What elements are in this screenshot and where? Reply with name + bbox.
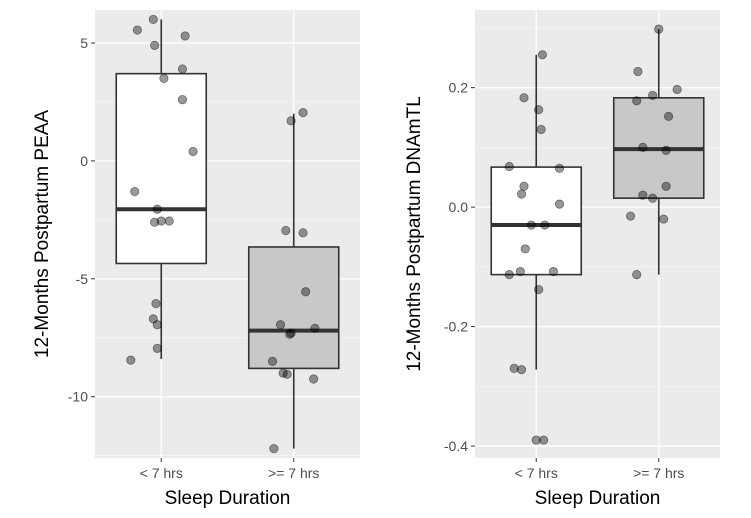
data-point — [504, 270, 514, 280]
box-iqr — [247, 246, 340, 370]
x-tick-label: < 7 hrs — [140, 465, 183, 481]
data-point — [625, 211, 636, 221]
y-tick-label: 0.0 — [449, 199, 469, 215]
data-point — [534, 284, 544, 295]
data-point — [285, 329, 295, 339]
data-point — [654, 24, 664, 34]
data-point — [269, 443, 279, 454]
data-point — [554, 163, 565, 173]
data-point — [278, 368, 288, 378]
data-point — [275, 320, 286, 330]
y-tick-label: 5 — [80, 35, 88, 51]
box-group-1 — [115, 19, 208, 359]
data-point — [554, 199, 565, 209]
x-tick-label: >= 7 hrs — [268, 465, 319, 481]
data-point — [540, 220, 550, 230]
data-point — [132, 25, 142, 35]
data-point — [509, 363, 519, 373]
data-point — [152, 320, 162, 330]
data-point — [281, 225, 291, 236]
data-point — [152, 343, 162, 353]
data-point — [267, 356, 278, 366]
data-point — [504, 161, 514, 172]
data-point — [301, 287, 311, 297]
data-point — [177, 64, 188, 74]
box-iqr — [115, 72, 208, 265]
data-point — [672, 84, 682, 95]
data-point — [180, 31, 190, 41]
data-point — [661, 181, 671, 191]
y-axis-title: 12-Months Postpartum PEAA — [32, 110, 53, 358]
data-point — [298, 228, 308, 238]
x-axis-title: Sleep Duration — [165, 488, 291, 509]
data-point — [632, 270, 642, 280]
data-point — [648, 193, 658, 203]
data-point — [548, 267, 559, 277]
y-tick-label: -5 — [76, 271, 89, 287]
data-point — [516, 189, 527, 199]
data-point — [534, 105, 544, 115]
data-point — [150, 217, 160, 227]
box-group-2 — [247, 113, 340, 449]
data-point — [638, 142, 648, 152]
y-axis-title: 12-Months Postpartum DNAmTL — [404, 96, 425, 372]
data-point — [632, 96, 642, 106]
y-tick-label: -0.4 — [444, 438, 468, 454]
y-tick-label: 0.2 — [449, 80, 469, 96]
data-point — [661, 145, 671, 155]
data-point — [126, 355, 136, 365]
box-iqr — [490, 166, 583, 276]
data-point — [151, 298, 161, 309]
data-point — [152, 204, 162, 214]
data-point — [536, 124, 546, 135]
y-tick-label: 0 — [80, 153, 88, 169]
data-point — [519, 93, 529, 103]
data-point — [150, 40, 160, 50]
x-tick-label: < 7 hrs — [515, 465, 558, 481]
y-tick-label: -0.2 — [444, 319, 468, 335]
data-point — [130, 186, 140, 197]
data-point — [526, 220, 536, 230]
data-point — [286, 328, 296, 338]
data-point — [633, 66, 643, 77]
data-point — [164, 216, 174, 226]
x-axis-title: Sleep Duration — [535, 488, 661, 509]
data-point — [663, 111, 674, 121]
data-point — [638, 190, 648, 200]
data-point — [159, 73, 169, 83]
chart-panel-2: -0.4 -0.2 0.0 0.2 < 7 hrs >= 7 hrs Sleep Durat… — [404, 10, 720, 509]
data-point — [282, 369, 292, 379]
data-point — [520, 244, 530, 254]
data-point — [537, 50, 547, 60]
data-point — [310, 323, 320, 333]
data-point — [519, 181, 529, 191]
data-point — [516, 364, 527, 375]
chart-panel-1: -10 -5 0 5 < 7 hrs >= 7 hrs Sleep Duration 12-M… — [32, 10, 360, 509]
data-point — [538, 435, 549, 445]
y-tick-label: -10 — [68, 389, 88, 405]
data-point — [309, 374, 319, 384]
data-point — [188, 146, 198, 157]
data-point — [515, 267, 525, 277]
data-point — [659, 214, 669, 224]
data-point — [298, 107, 308, 118]
box-group-1 — [490, 54, 583, 370]
data-point — [148, 314, 158, 324]
data-point — [177, 95, 188, 105]
x-tick-label: >= 7 hrs — [633, 465, 684, 481]
data-point — [648, 90, 658, 101]
data-point — [156, 216, 166, 226]
box-group-2 — [612, 29, 705, 275]
data-point — [531, 435, 541, 445]
data-point — [148, 14, 158, 25]
data-point — [286, 116, 296, 126]
